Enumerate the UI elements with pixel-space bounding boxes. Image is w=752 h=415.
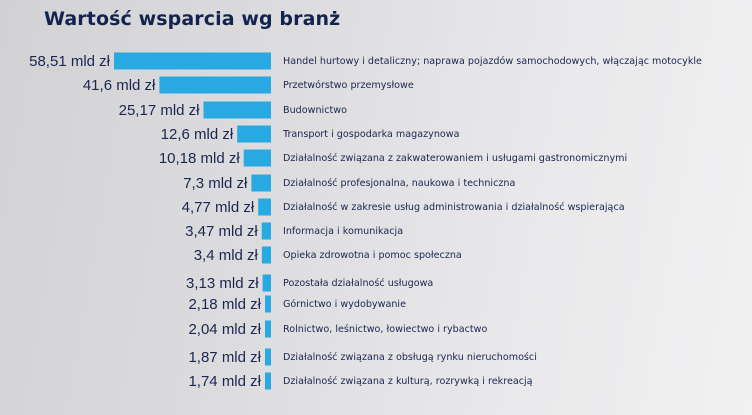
- value-label: 7,3 mld zł: [183, 175, 248, 192]
- category-label: Pozostała działalność usługowa: [283, 277, 433, 289]
- category-label: Transport i gospodarka magazynowa: [282, 129, 460, 140]
- bar-row: 25,17 mld zł Budownictwo: [119, 101, 347, 119]
- bar: [261, 222, 271, 240]
- value-label: 10,18 mld zł: [159, 150, 241, 167]
- chart-title: Wartość wsparcia wg branż: [44, 8, 341, 30]
- bar: [159, 76, 271, 94]
- bar: [265, 295, 271, 313]
- value-label: 3,13 mld zł: [186, 275, 259, 292]
- bar: [237, 125, 271, 143]
- bar-row: 1,87 mld zł Działalność związana z obsług…: [188, 348, 537, 366]
- value-label: 2,04 mld zł: [188, 321, 261, 338]
- bar-row: 1,74 mld zł Działalność związana z kultur…: [188, 372, 533, 390]
- value-label: 2,18 mld zł: [188, 296, 261, 313]
- bar-row: 3,13 mld zł Pozostała działalność usługow…: [186, 274, 433, 292]
- category-label: Górnictwo i wydobywanie: [283, 298, 406, 310]
- bar-row: 58,51 mld zł Handel hurtowy i detaliczny;…: [29, 52, 702, 70]
- bar-row: 3,4 mld zł Opieka zdrowotna i pomoc społe…: [194, 246, 462, 264]
- bar-row: 3,47 mld zł Informacja i komunikacja: [185, 222, 403, 240]
- value-label: 41,6 mld zł: [83, 77, 156, 94]
- bar-row: 12,6 mld zł Transport i gospodarka magazy…: [161, 125, 460, 143]
- bar: [114, 52, 271, 70]
- category-label: Działalność profesjonalna, naukowa i tec…: [283, 177, 515, 189]
- category-label: Budownictwo: [283, 105, 347, 116]
- bar: [265, 372, 271, 390]
- value-label: 25,17 mld zł: [119, 102, 201, 119]
- bar: [261, 246, 271, 264]
- category-label: Handel hurtowy i detaliczny; naprawa poj…: [283, 55, 702, 67]
- bar: [243, 149, 271, 167]
- bar: [251, 174, 271, 192]
- bar-row: 7,3 mld zł Działalność profesjonalna, nau…: [183, 174, 515, 192]
- value-label: 3,4 mld zł: [194, 247, 259, 264]
- value-label: 1,87 mld zł: [188, 349, 261, 366]
- value-label: 1,74 mld zł: [188, 373, 261, 390]
- bar-row: 41,6 mld zł Przetwórstwo przemysłowe: [83, 76, 414, 94]
- bar: [265, 320, 271, 338]
- category-label: Przetwórstwo przemysłowe: [283, 79, 414, 91]
- bar: [203, 101, 271, 119]
- value-label: 4,77 mld zł: [182, 199, 255, 216]
- value-label: 58,51 mld zł: [29, 53, 111, 70]
- category-label: Informacja i komunikacja: [283, 226, 403, 237]
- value-label: 3,47 mld zł: [185, 223, 258, 240]
- category-label: Działalność związana z kulturą, rozrywką…: [283, 375, 533, 387]
- bar: [258, 198, 271, 216]
- bar: [262, 274, 271, 292]
- category-label: Działalność w zakresie usług administrow…: [283, 201, 625, 213]
- bar-row: 2,04 mld zł Rolnictwo, leśnictwo, łowiect…: [188, 320, 488, 338]
- category-label: Działalność związana z obsługą rynku nie…: [283, 351, 537, 363]
- bar-row: 2,18 mld zł Górnictwo i wydobywanie: [188, 295, 406, 313]
- value-label: 12,6 mld zł: [161, 126, 234, 143]
- bar: [265, 348, 271, 366]
- category-label: Opieka zdrowotna i pomoc społeczna: [283, 250, 462, 261]
- bar-row: 10,18 mld zł Działalność związana z zakwa…: [159, 149, 627, 167]
- category-label: Działalność związana z zakwaterowaniem i…: [283, 152, 627, 164]
- category-label: Rolnictwo, leśnictwo, łowiectwo i rybact…: [283, 323, 488, 335]
- bar-row: 4,77 mld zł Działalność w zakresie usług …: [182, 198, 625, 216]
